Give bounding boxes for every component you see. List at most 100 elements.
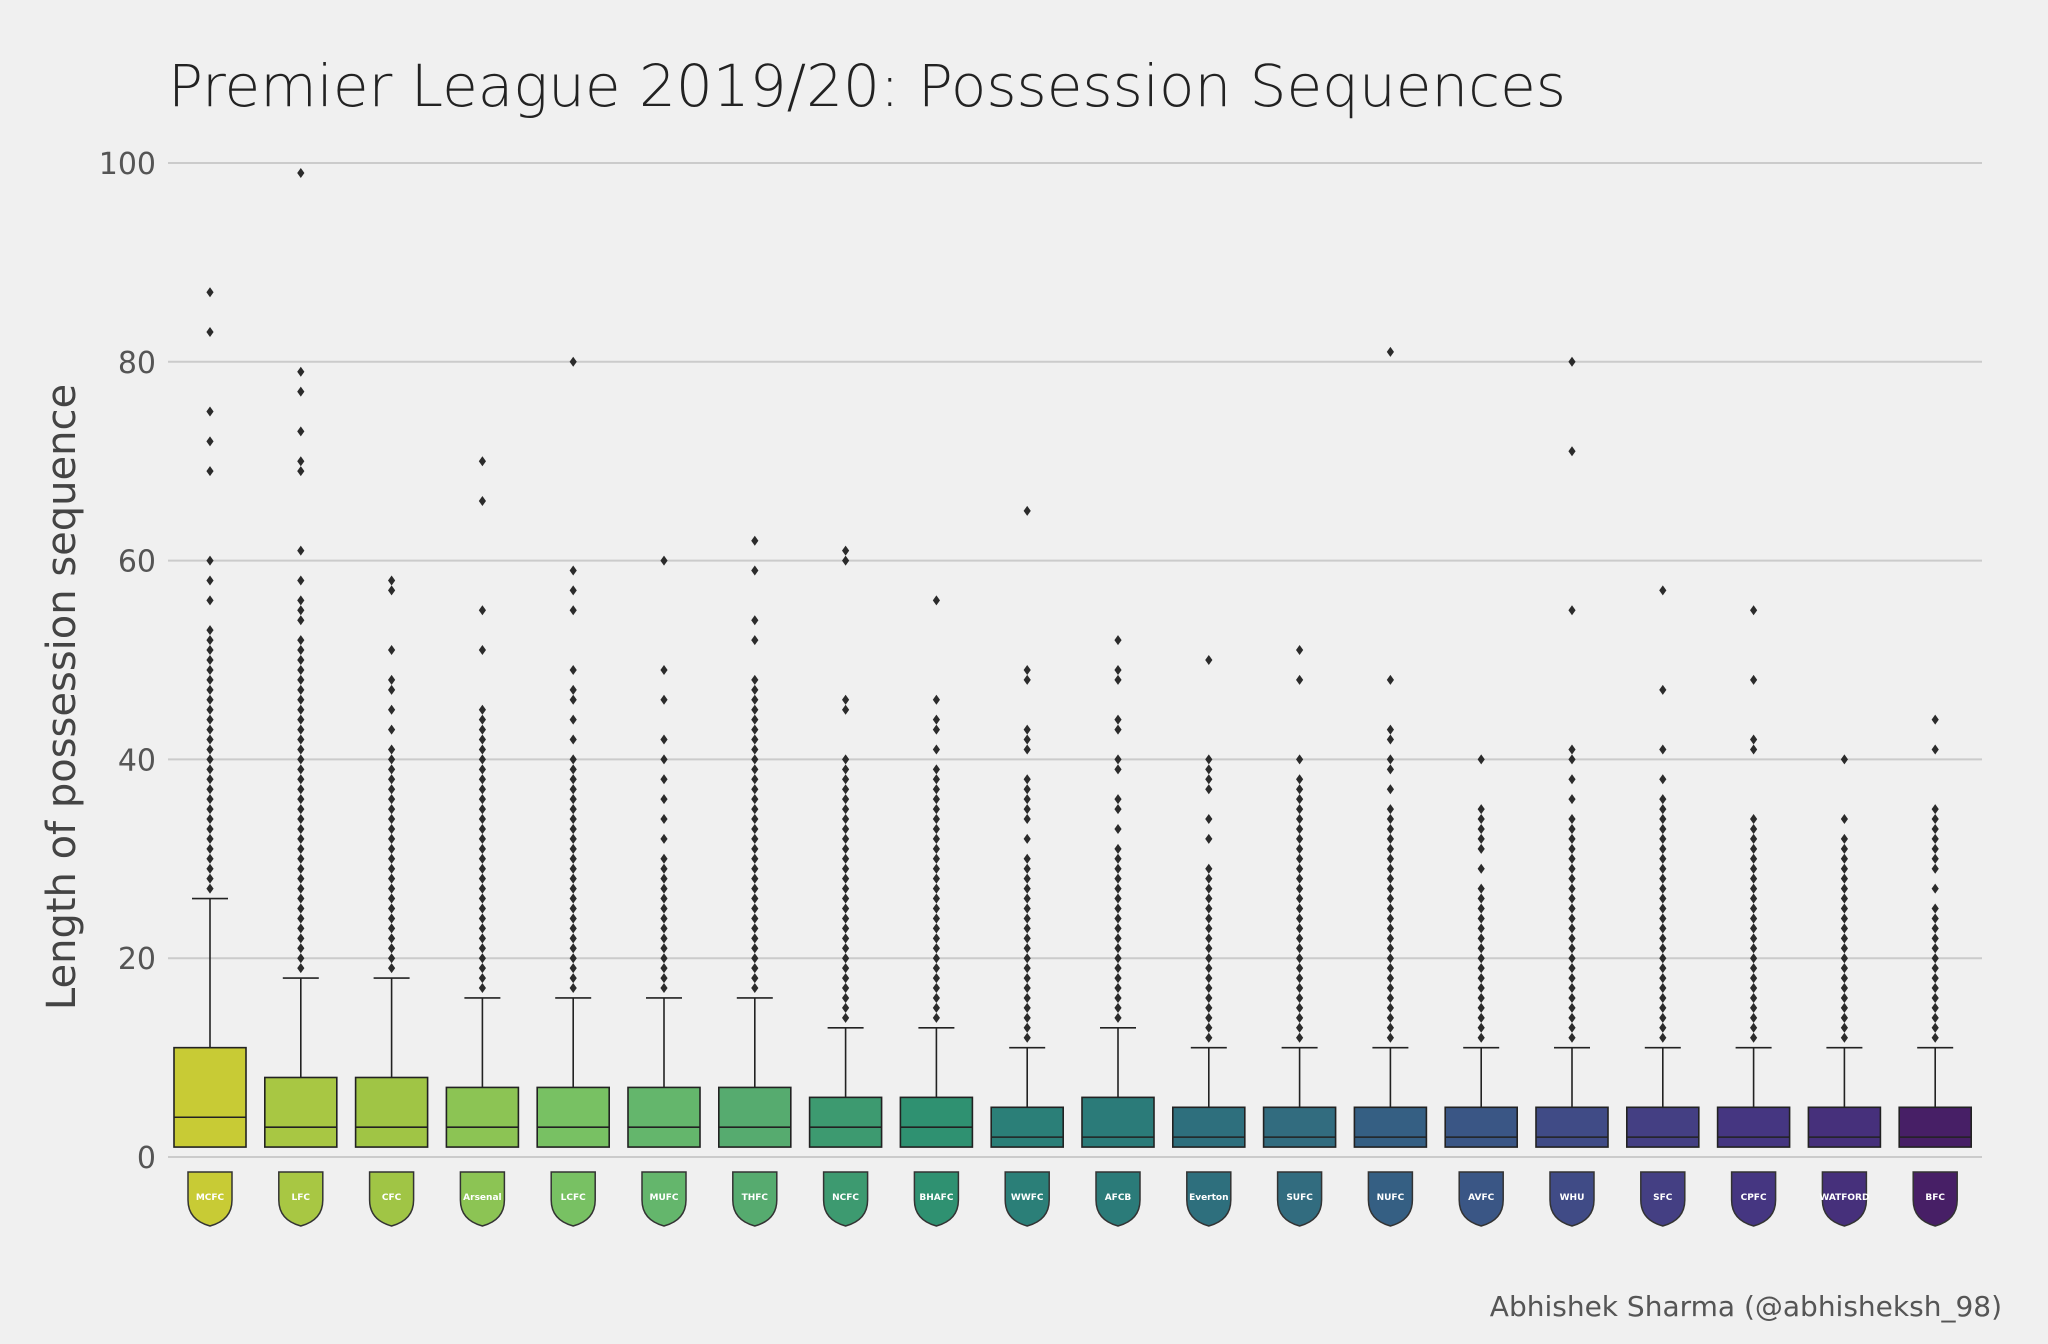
- outlier-point: [932, 953, 940, 964]
- outlier-point: [1568, 1012, 1576, 1023]
- outlier-point: [932, 853, 940, 864]
- outlier-point: [1296, 943, 1304, 954]
- outlier-point: [1568, 774, 1576, 785]
- outlier-point: [297, 456, 305, 467]
- y-tick-label: 100: [99, 147, 156, 182]
- outlier-point: [569, 734, 577, 745]
- outlier-point: [1386, 943, 1394, 954]
- box: [990, 1106, 1065, 1148]
- outlier-point: [1931, 953, 1939, 964]
- outlier-point: [1659, 943, 1667, 954]
- outlier-point: [388, 804, 396, 815]
- outlier-point: [1205, 903, 1213, 914]
- outlier-point: [842, 843, 850, 854]
- outlier-point: [478, 863, 486, 874]
- outlier-point: [297, 794, 305, 805]
- outlier-point: [1931, 923, 1939, 934]
- outlier-point: [1931, 943, 1939, 954]
- outlier-point: [206, 406, 214, 417]
- box: [1807, 1106, 1882, 1148]
- team-badge-icon: [1912, 1171, 1958, 1227]
- outlier-point: [1296, 645, 1304, 656]
- outlier-point: [1205, 983, 1213, 994]
- outlier-point: [1386, 893, 1394, 904]
- outlier-point: [1296, 833, 1304, 844]
- outlier-point: [569, 973, 577, 984]
- outlier-point: [842, 814, 850, 825]
- team-badge-icon: [1367, 1171, 1414, 1227]
- outlier-point: [1568, 1032, 1576, 1043]
- outlier-point: [1023, 774, 1031, 785]
- outlier-point: [569, 863, 577, 874]
- outlier-point: [1023, 1022, 1031, 1033]
- team-badge-icon: [368, 1171, 415, 1227]
- outlier-point: [751, 565, 759, 576]
- outlier-point: [1386, 873, 1394, 884]
- outlier-point: [388, 963, 396, 974]
- outlier-point: [932, 814, 940, 825]
- outlier-point: [1750, 963, 1758, 974]
- outlier-point: [660, 943, 668, 954]
- outlier-point: [1205, 923, 1213, 934]
- outlier-point: [1659, 814, 1667, 825]
- outlier-point: [842, 873, 850, 884]
- outlier-point: [1931, 1032, 1939, 1043]
- outlier-point: [1840, 1012, 1848, 1023]
- outlier-point: [660, 863, 668, 874]
- outlier-point: [842, 903, 850, 914]
- outlier-point: [1023, 734, 1031, 745]
- outlier-point: [1477, 863, 1485, 874]
- outlier-point: [478, 983, 486, 994]
- outlier-point: [932, 973, 940, 984]
- team-badge-icon: [1186, 1171, 1232, 1227]
- outlier-point: [751, 744, 759, 755]
- outlier-point: [569, 953, 577, 964]
- outlier-point: [1931, 843, 1939, 854]
- outlier-point: [1296, 674, 1304, 685]
- outlier-point: [932, 714, 940, 725]
- outlier-point: [751, 873, 759, 884]
- outlier-point: [1931, 983, 1939, 994]
- outlier-point: [1205, 933, 1213, 944]
- y-axis-label: Length of possession sequence: [39, 383, 85, 1011]
- outlier-point: [569, 754, 577, 765]
- outlier-point: [1659, 843, 1667, 854]
- outlier-point: [206, 744, 214, 755]
- outlier-point: [932, 794, 940, 805]
- outlier-point: [1840, 913, 1848, 924]
- team-badge-label: SUFC: [1286, 1193, 1313, 1203]
- outlier-point: [206, 466, 214, 477]
- team-badge-icon: [1730, 1171, 1777, 1227]
- outlier-point: [842, 913, 850, 924]
- outlier-point: [751, 933, 759, 944]
- outlier-point: [569, 903, 577, 914]
- team-badge-label: CFC: [382, 1193, 402, 1203]
- outlier-point: [478, 744, 486, 755]
- outlier-point: [297, 873, 305, 884]
- outlier-point: [1114, 933, 1122, 944]
- outlier-point: [1568, 853, 1576, 864]
- outlier-point: [1750, 823, 1758, 834]
- outlier-point: [932, 943, 940, 954]
- outlier-point: [932, 883, 940, 894]
- box: [536, 1086, 611, 1148]
- outlier-point: [660, 873, 668, 884]
- outlier-point: [1568, 873, 1576, 884]
- outlier-point: [297, 664, 305, 675]
- outlier-point: [1023, 794, 1031, 805]
- team-badge-icon: [1095, 1171, 1141, 1227]
- outlier-point: [1023, 833, 1031, 844]
- outlier-point: [1659, 983, 1667, 994]
- outlier-point: [751, 923, 759, 934]
- outlier-point: [388, 754, 396, 765]
- outlier-point: [1840, 843, 1848, 854]
- outlier-point: [932, 744, 940, 755]
- outlier-point: [932, 784, 940, 795]
- outlier-point: [1296, 933, 1304, 944]
- outlier-point: [206, 674, 214, 685]
- outlier-point: [842, 764, 850, 775]
- outlier-point: [932, 863, 940, 874]
- outlier-point: [297, 734, 305, 745]
- outlier-point: [751, 863, 759, 874]
